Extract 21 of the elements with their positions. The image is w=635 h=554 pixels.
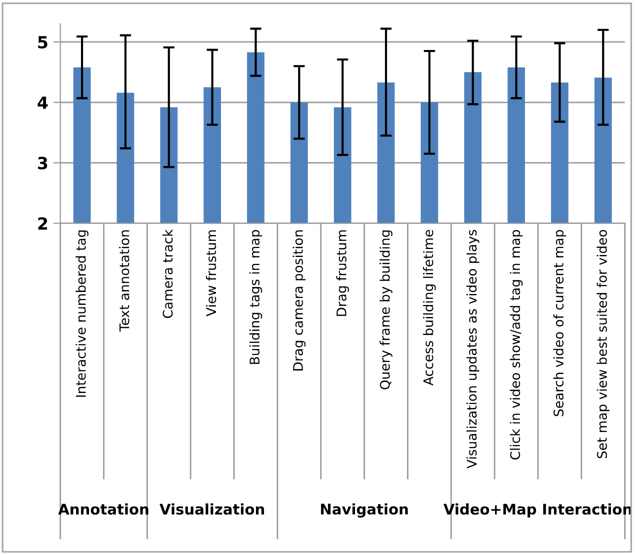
y-tick-label: 4 [38, 96, 48, 109]
y-tick-label: 3 [38, 156, 48, 170]
x-tick-label: Text annotation [119, 230, 130, 332]
x-tick-label: Drag camera position [292, 230, 306, 370]
x-tick-label: Access building lifetime [423, 230, 436, 386]
x-tick-label: Set map view best suited for video [596, 230, 610, 458]
x-tick-label: Drag frustum [336, 230, 349, 316]
y-tick-label: 2 [38, 217, 48, 230]
x-tick-label: Search video of current map [553, 230, 566, 416]
y-tick-label: 5 [38, 36, 48, 49]
text: Navigation [321, 503, 408, 518]
x-tick-label: Visualization updates as video plays [466, 230, 480, 468]
text: Video+Map Interaction [443, 503, 632, 518]
x-tick-label: Building tags in map [249, 230, 262, 364]
x-tick-label: View frustum [206, 230, 216, 316]
x-tick-label: Click in video show/add tag in map [510, 230, 523, 460]
x-tick-label: Camera track [162, 229, 173, 318]
text: Visualization [160, 503, 264, 515]
x-tick-label: Interactive numbered tag [76, 230, 88, 397]
text: Annotation [58, 503, 148, 515]
x-tick-label: Query frame by building [380, 230, 392, 390]
